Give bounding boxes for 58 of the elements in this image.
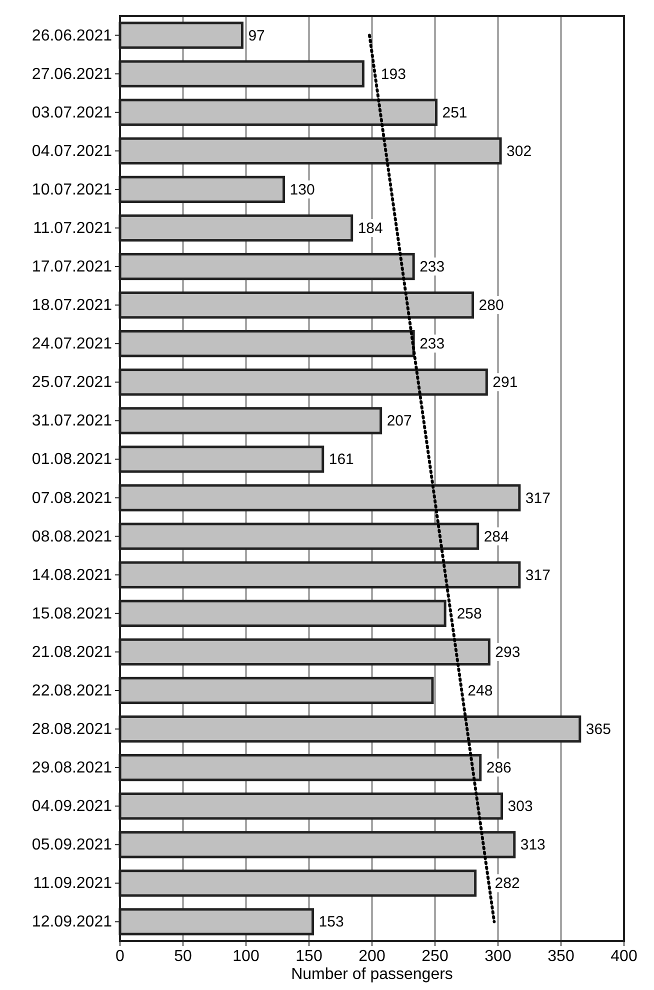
y-tick-label: 18.07.2021 — [32, 297, 112, 314]
y-tick-label: 11.09.2021 — [33, 875, 112, 892]
y-tick-label: 10.07.2021 — [32, 181, 112, 198]
x-tick-label: 300 — [484, 948, 512, 965]
data-label: 291 — [492, 374, 518, 392]
x-tick-label: 350 — [548, 948, 574, 965]
y-tick-label: 29.08.2021 — [32, 760, 112, 777]
data-label: 184 — [358, 220, 383, 237]
y-tick-label: 08.08.2021 — [32, 528, 112, 546]
data-label: 317 — [525, 566, 550, 584]
y-tick-label: 05.09.2021 — [32, 836, 112, 854]
y-tick-label: 14.08.2021 — [32, 566, 112, 584]
y-tick-label: 31.07.2021 — [32, 412, 112, 430]
data-label: 153 — [318, 914, 344, 931]
x-tick-label: 0 — [116, 948, 125, 965]
data-label: 130 — [290, 181, 315, 198]
x-tick-label: 50 — [174, 948, 192, 965]
data-label: 280 — [478, 297, 504, 314]
y-tick-label: 27.06.2021 — [32, 66, 112, 83]
y-tick-label: 21.08.2021 — [32, 644, 112, 661]
y-tick-label: 25.07.2021 — [32, 374, 112, 392]
y-tick-label: 11.07.2021 — [33, 220, 112, 237]
data-label: 313 — [520, 836, 546, 854]
x-axis-title: Number of passengers — [291, 966, 453, 983]
data-label: 284 — [484, 528, 509, 546]
y-tick-label: 28.08.2021 — [32, 721, 112, 738]
y-tick-label: 04.07.2021 — [32, 142, 112, 160]
y-tick-label: 07.08.2021 — [32, 490, 112, 507]
y-tick-label: 01.08.2021 — [32, 451, 112, 468]
data-label: 293 — [495, 644, 520, 661]
data-label: 233 — [420, 258, 445, 276]
data-label: 282 — [494, 875, 520, 892]
y-tick-label: 26.06.2021 — [32, 27, 112, 44]
data-label: 207 — [386, 412, 412, 430]
data-label: 303 — [508, 798, 533, 816]
data-label: 258 — [456, 605, 482, 622]
y-tick-label: 22.08.2021 — [32, 682, 112, 700]
x-tick-label: 250 — [422, 948, 448, 965]
y-tick-label: 03.07.2021 — [32, 104, 112, 122]
data-label: 286 — [486, 760, 512, 777]
data-label: 97 — [248, 27, 265, 44]
y-tick-label: 24.07.2021 — [32, 336, 112, 353]
data-label: 161 — [328, 451, 354, 468]
x-tick-label: 400 — [610, 948, 638, 965]
data-label: 251 — [442, 104, 468, 122]
data-label: 193 — [380, 66, 406, 83]
x-tick-label: 100 — [232, 948, 260, 965]
data-label: 302 — [506, 142, 532, 160]
y-tick-label: 04.09.2021 — [32, 798, 112, 816]
y-tick-label: 15.08.2021 — [32, 605, 112, 622]
data-label: 233 — [420, 336, 445, 353]
x-tick-label: 200 — [358, 948, 386, 965]
data-label: 365 — [586, 721, 611, 738]
data-label: 317 — [525, 490, 550, 507]
y-tick-label: 17.07.2021 — [32, 258, 112, 276]
x-tick-label: 150 — [296, 948, 322, 965]
y-tick-label: 12.09.2021 — [32, 914, 112, 931]
data-label: 248 — [468, 682, 493, 700]
